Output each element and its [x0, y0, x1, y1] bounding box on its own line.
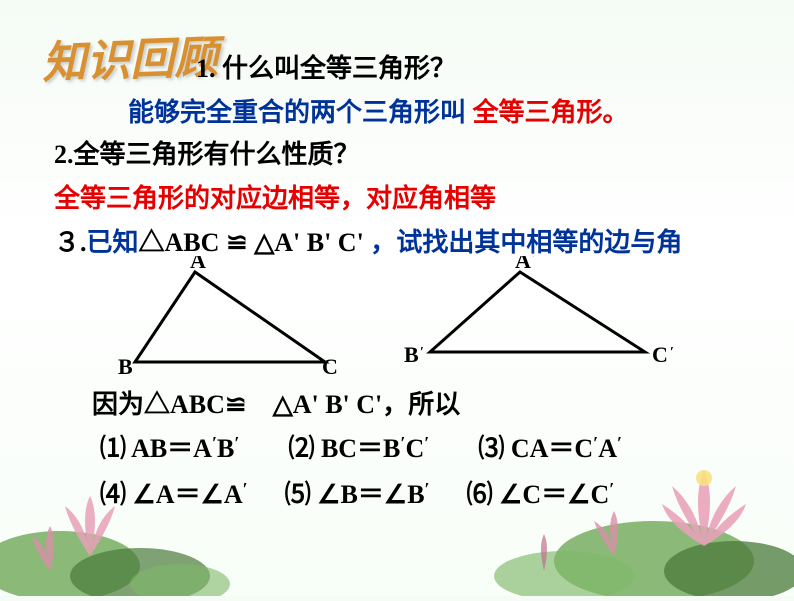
- answer-1-red: 全等三角形。: [473, 98, 629, 127]
- q3-rest: 试找出其中相等的边与角: [396, 228, 682, 257]
- question-1: 1. 什么叫全等三角形？: [196, 48, 456, 85]
- answer-1: 能够完全重合的两个三角形叫 全等三角形。: [128, 92, 629, 129]
- because-prefix: 因为: [92, 390, 144, 419]
- tri-right-A: A: [515, 256, 531, 273]
- q3-tri2: △A' B' C': [254, 228, 370, 257]
- q3-tri1: △ABC: [139, 228, 226, 257]
- tri-left-B: B: [118, 354, 133, 379]
- eq-4: ⑷ ∠A＝∠A′: [100, 474, 248, 511]
- equation-row-1: ⑴ AB＝A′B′ ⑵ BC＝B′C′ ⑶ CA＝C′A′: [100, 428, 622, 465]
- tri-right-C-prime: ′: [670, 345, 674, 360]
- eq-2: ⑵ BC＝B′C′: [288, 428, 429, 465]
- because-cong: ≌: [225, 390, 273, 419]
- eq-1: ⑴ AB＝A′B′: [100, 428, 239, 465]
- tri-right-B-prime: ′: [420, 345, 424, 360]
- tri-right-A-prime: ′: [532, 256, 536, 266]
- equation-row-2: ⑷ ∠A＝∠A′ ⑸ ∠B＝∠B′ ⑹ ∠C＝∠C′: [100, 474, 614, 511]
- question-3: ３.已知△ABC ≌ △A' B' C' ，试找出其中相等的边与角: [54, 222, 682, 259]
- because-line: 因为△ABC≌ △A' B' C'，所以: [92, 384, 460, 421]
- answer-2: 全等三角形的对应边相等，对应角相等: [54, 178, 496, 215]
- eq-6: ⑹ ∠C＝∠C′: [467, 474, 615, 511]
- q3-cong: ≌: [226, 228, 254, 257]
- question-2: 2.全等三角形有什么性质？: [54, 134, 360, 171]
- because-suffix: ，所以: [382, 390, 460, 419]
- answer-1-blue: 能够完全重合的两个三角形叫: [128, 98, 473, 127]
- eq-3: ⑶ CA＝C′A′: [478, 428, 622, 465]
- eq-5: ⑸ ∠B＝∠B′: [285, 474, 430, 511]
- because-tri2: △A' B' C': [273, 390, 383, 419]
- q3-known: 已知: [87, 228, 139, 257]
- because-tri1: △ABC: [144, 390, 225, 419]
- tri-left-C: C: [322, 354, 338, 379]
- tri-left-A: A: [190, 256, 206, 273]
- tri-right-C: C: [652, 342, 668, 367]
- tri-right-B: B: [404, 342, 419, 367]
- header-title: 知识回顾: [41, 21, 219, 91]
- q3-comma: ，: [370, 228, 396, 257]
- q3-prefix: ３.: [54, 228, 87, 257]
- triangle-diagrams: A B C A ′ B ′ C ′: [100, 256, 700, 376]
